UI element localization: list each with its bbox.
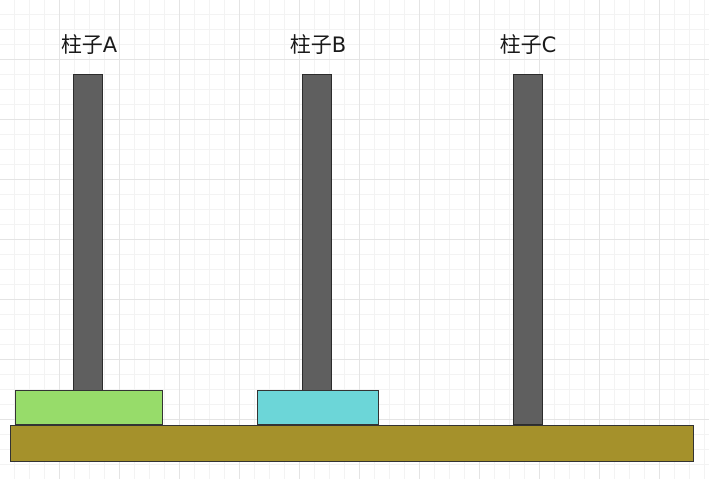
peg-b-pole (302, 74, 332, 392)
peg-b-label: 柱子B (289, 33, 347, 57)
peg-a-pole (73, 74, 103, 392)
base-platform (10, 425, 694, 462)
peg-c-pole (513, 74, 543, 425)
disk-on-peg-b (257, 390, 379, 425)
disk-on-peg-a (15, 390, 163, 425)
peg-c-label: 柱子C (499, 33, 557, 57)
peg-a-label: 柱子A (60, 33, 118, 57)
